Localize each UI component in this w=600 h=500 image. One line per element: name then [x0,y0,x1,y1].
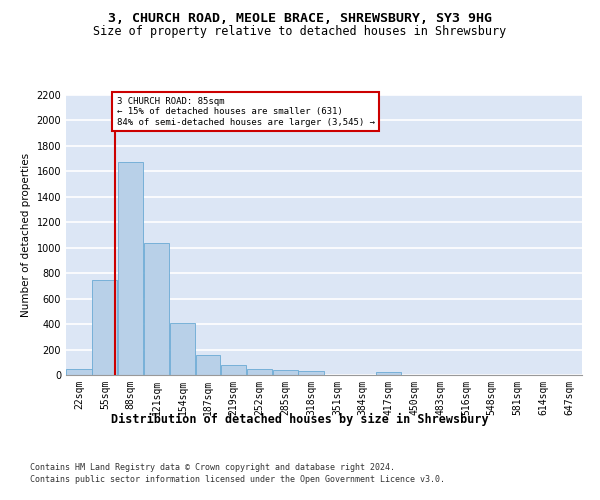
Bar [298,371,324,375]
Bar [66,368,92,375]
Bar [118,162,143,375]
Text: 3, CHURCH ROAD, MEOLE BRACE, SHREWSBURY, SY3 9HG: 3, CHURCH ROAD, MEOLE BRACE, SHREWSBURY,… [108,12,492,26]
Text: 3 CHURCH ROAD: 85sqm
← 15% of detached houses are smaller (631)
84% of semi-deta: 3 CHURCH ROAD: 85sqm ← 15% of detached h… [117,97,375,126]
Bar [272,370,298,375]
Bar [170,324,195,375]
Bar [196,356,220,375]
Bar [144,244,169,375]
Text: Contains HM Land Registry data © Crown copyright and database right 2024.: Contains HM Land Registry data © Crown c… [30,462,395,471]
Bar [221,364,246,375]
Text: Distribution of detached houses by size in Shrewsbury: Distribution of detached houses by size … [111,412,489,426]
Bar [92,280,118,375]
Y-axis label: Number of detached properties: Number of detached properties [21,153,31,317]
Bar [376,372,401,375]
Text: Contains public sector information licensed under the Open Government Licence v3: Contains public sector information licen… [30,475,445,484]
Text: Size of property relative to detached houses in Shrewsbury: Size of property relative to detached ho… [94,25,506,38]
Bar [247,369,272,375]
